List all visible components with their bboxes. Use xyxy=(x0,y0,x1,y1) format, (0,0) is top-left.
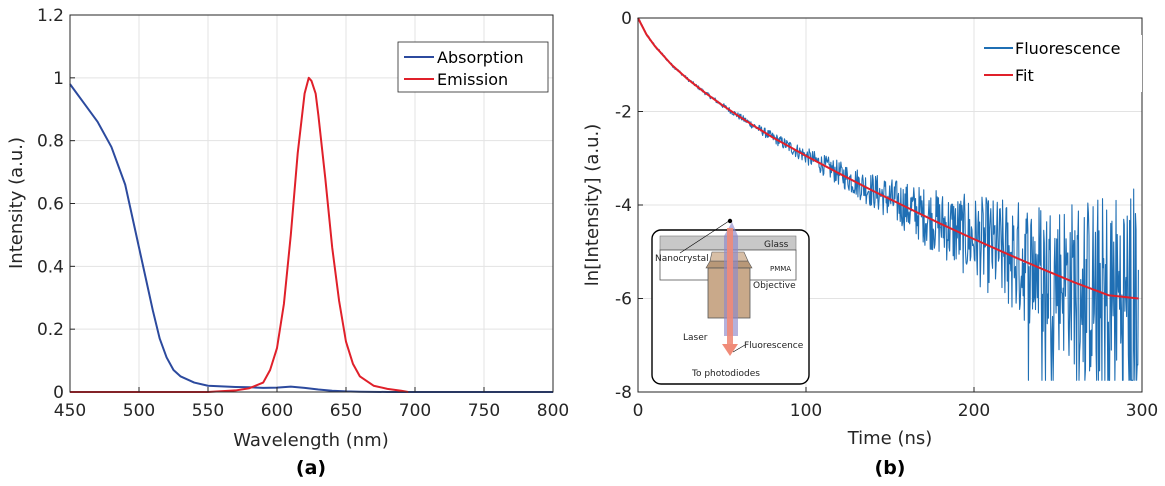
legend-a: Absorption Emission xyxy=(397,41,549,93)
x-tick-label-a: 750 xyxy=(468,401,500,421)
y-tick-label-b: -6 xyxy=(615,290,632,310)
x-tick-label-a: 500 xyxy=(123,401,155,421)
fluorescence-arrow xyxy=(722,344,738,356)
ticks-a: 450 500 550 600 650 700 750 800 0 0.2 0.4 0.6 0.8 1 1.… xyxy=(37,6,569,421)
y-tick-label-a: 0 xyxy=(53,383,64,403)
fluorescence-beam xyxy=(727,228,733,346)
x-axis-label-b: Time (ns) xyxy=(847,428,933,449)
x-tick-label-a: 450 xyxy=(54,401,86,421)
series-group-a xyxy=(69,76,553,393)
laser-beam xyxy=(682,222,738,336)
x-tick-label-b: 300 xyxy=(1126,401,1158,421)
y-tick-label-a: 0.8 xyxy=(37,132,64,152)
series-line-emission xyxy=(70,76,409,393)
ticks-b: 0 100 200 300 -8 -6 -4 -2 0 xyxy=(615,9,1158,421)
legend-label-fit: Fit xyxy=(1015,66,1034,85)
x-axis-label-a: Wavelength (nm) xyxy=(233,430,389,451)
photodiodes-label: To photodiodes xyxy=(691,369,760,379)
x-tick-label-b: 200 xyxy=(958,401,990,421)
objective-label: Objective xyxy=(753,281,796,291)
pmma-label: PMMA xyxy=(770,265,791,273)
y-axis-label-b: ln[Intensity] (a.u.) xyxy=(582,124,603,286)
legend-b: Fluorescence Fit xyxy=(980,35,1142,92)
nanocrystal-pointer xyxy=(679,220,730,254)
nanocrystal-dot xyxy=(727,218,733,224)
glass-label: Glass xyxy=(764,240,789,250)
x-tick-label-a: 550 xyxy=(192,401,224,421)
inset-schematic: Glass PMMA Objective Nanocrystal Laser F… xyxy=(651,218,810,385)
chart-a: 450 500 550 600 650 700 750 800 0 0.2 0.4 0.6 0.8 1 1.… xyxy=(6,6,569,479)
x-tick-label-b: 100 xyxy=(790,401,822,421)
legend-label-absorption: Absorption xyxy=(437,48,524,67)
panel-label-b: (b) xyxy=(875,457,906,479)
fluorescence-pointer xyxy=(732,344,746,353)
y-tick-label-a: 1 xyxy=(53,69,64,89)
y-axis-label-a: Intensity (a.u.) xyxy=(6,137,27,269)
nanocrystal-label: Nanocrystal xyxy=(655,254,709,264)
x-tick-label-a: 800 xyxy=(537,401,569,421)
y-tick-label-a: 0.4 xyxy=(37,257,64,277)
y-tick-label-b: 0 xyxy=(621,9,632,29)
fluorescence-label: Fluorescence xyxy=(744,341,804,351)
legend-label-fluorescence: Fluorescence xyxy=(1015,39,1120,58)
panel-label-a: (a) xyxy=(296,457,326,479)
y-tick-label-b: -2 xyxy=(615,103,632,123)
series-line-absorption xyxy=(69,83,553,393)
x-tick-label-a: 600 xyxy=(261,401,293,421)
series-group-b xyxy=(637,17,1139,381)
legend-label-emission: Emission xyxy=(437,70,508,89)
y-tick-label-a: 1.2 xyxy=(37,6,64,26)
x-tick-label-b: 0 xyxy=(633,401,644,421)
series-line-fit xyxy=(637,17,1139,300)
laser-label: Laser xyxy=(683,333,708,343)
y-tick-label-a: 0.2 xyxy=(37,320,64,340)
x-tick-label-a: 700 xyxy=(399,401,431,421)
y-tick-label-a: 0.6 xyxy=(37,195,64,215)
y-tick-label-b: -8 xyxy=(615,383,632,403)
x-tick-label-a: 650 xyxy=(330,401,362,421)
y-tick-label-b: -4 xyxy=(615,196,632,216)
chart-b: 0 100 200 300 -8 -6 -4 -2 0 Time (ns) ln[Intensi… xyxy=(582,9,1158,479)
